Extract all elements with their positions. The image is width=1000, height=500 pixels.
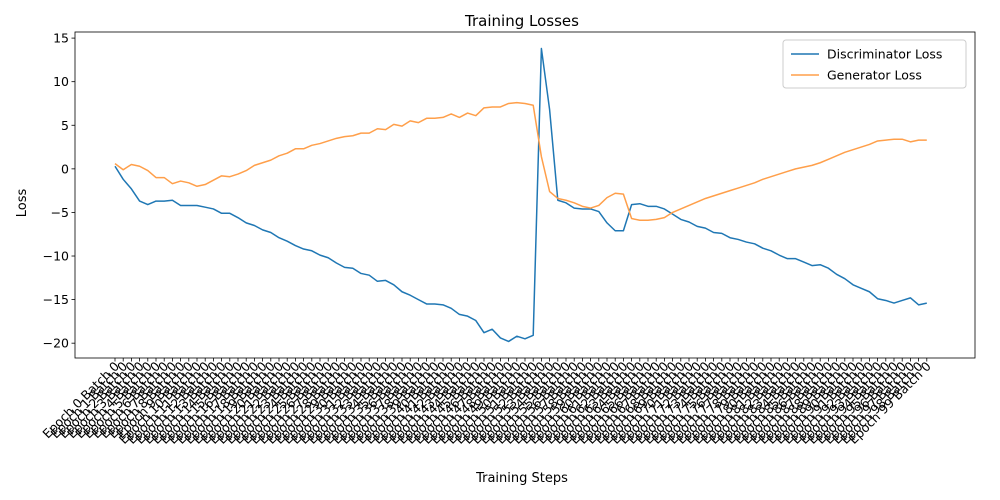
generator-loss-line [114,101,927,222]
legend-box [782,39,967,89]
y-tick-label: −10 [43,249,69,264]
y-tick-label: 5 [61,118,69,133]
generator-loss-legend-label: Generator Loss [827,68,922,83]
legend: Discriminator Loss Generator Loss [782,39,967,89]
y-axis-title: Loss [15,189,30,218]
y-tick-label: 0 [61,161,69,176]
discriminator-loss-line [114,47,927,343]
y-tick-label: 10 [53,74,69,89]
discriminator-loss-legend-label: Discriminator Loss [827,47,942,62]
chart-title: Training Losses [464,12,579,30]
y-tick-label: −15 [43,292,69,307]
y-tick-label: −20 [43,336,69,351]
x-axis-title: Training Steps [475,471,568,486]
y-tick-label: −5 [51,205,69,220]
y-tick-label: 15 [53,31,69,46]
